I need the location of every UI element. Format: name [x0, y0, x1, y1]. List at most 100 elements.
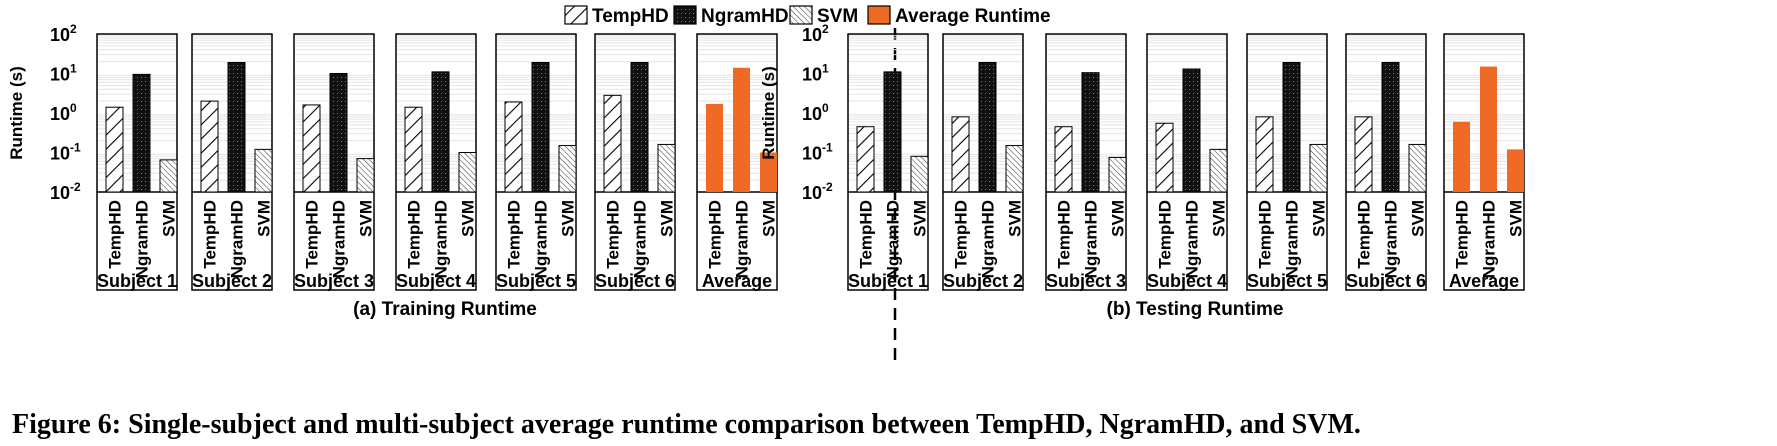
bar-temphd-average [1453, 121, 1470, 192]
bar-svm-subject-1 [159, 159, 178, 193]
legend-swatch-temphd [564, 5, 588, 25]
bar-label-svm: SVM [1310, 200, 1329, 237]
bar-label-temphd: TempHD [706, 200, 725, 269]
bar-svm-subject-4 [458, 152, 477, 193]
bar-temphd-subject-3 [1054, 126, 1073, 193]
legend-label-ngramhd: NgramHD [701, 6, 789, 27]
bar-ngramhd-subject-6 [630, 61, 649, 193]
legend-label-svm: SVM [817, 6, 858, 27]
bar-temphd-subject-4 [404, 106, 423, 193]
subplot-subject-3: TempHD NgramHD SVM Subject 3 [293, 33, 376, 291]
bar-svm-subject-6 [657, 143, 676, 193]
subplot-average: TempHD NgramHD SVM Average [1443, 33, 1526, 291]
bar-label-temphd: TempHD [857, 200, 876, 269]
bar-temphd-subject-2 [200, 100, 219, 193]
category-label: Subject 6 [595, 271, 675, 291]
bar-label-temphd: TempHD [405, 200, 424, 269]
bar-svm-subject-2 [254, 148, 273, 193]
bar-label-temphd: TempHD [106, 200, 125, 269]
bar-temphd-subject-4 [1155, 122, 1174, 193]
subplot-subject-4: TempHD NgramHD SVM Subject 4 [1146, 33, 1229, 291]
bar-ngramhd-subject-2 [227, 61, 246, 193]
category-label: Subject 5 [1247, 271, 1327, 291]
panel-subtitle: (b) Testing Runtime [1107, 299, 1284, 320]
bar-label-ngramhd: NgramHD [1382, 200, 1401, 278]
y-tick-label: 102 [802, 22, 829, 45]
category-label: Subject 3 [1046, 271, 1126, 291]
bar-svm-subject-2 [1005, 145, 1024, 193]
bar-label-ngramhd: NgramHD [133, 200, 152, 278]
y-tick-label: 10-2 [802, 180, 833, 203]
bar-ngramhd-subject-1 [132, 73, 151, 193]
bar-ngramhd-subject-2 [978, 61, 997, 193]
subplot-subject-2: TempHD NgramHD SVM Subject 2 [191, 33, 274, 291]
bar-svm-average [760, 152, 777, 192]
bar-ngramhd-subject-4 [431, 71, 450, 193]
bar-label-svm: SVM [255, 200, 274, 237]
category-label: Average [702, 271, 772, 291]
bar-svm-subject-6 [1408, 143, 1427, 193]
bar-label-temphd: TempHD [1156, 200, 1175, 269]
bar-label-svm: SVM [658, 200, 677, 237]
panel-testing: Runtime (s) 10-2 10-1 100 101 102 TempHD NgramH… [759, 22, 1526, 320]
bar-label-ngramhd: NgramHD [1283, 200, 1302, 278]
subplot-subject-1: TempHD NgramHD SVM Subject 1 [96, 33, 179, 291]
bar-label-ngramhd: NgramHD [631, 200, 650, 278]
legend: TempHD NgramHD SVM Average Runtime [564, 5, 1051, 27]
bar-label-ngramhd: NgramHD [1480, 200, 1499, 278]
bar-temphd-subject-1 [856, 126, 875, 193]
bar-ngramhd-average [1480, 66, 1497, 192]
bar-label-ngramhd: NgramHD [979, 200, 998, 278]
bar-label-svm: SVM [459, 200, 478, 237]
bar-label-temphd: TempHD [505, 200, 524, 269]
category-label: Subject 6 [1346, 271, 1426, 291]
bar-label-svm: SVM [1210, 200, 1229, 237]
bar-label-svm: SVM [160, 200, 179, 237]
category-label: Subject 2 [192, 271, 272, 291]
y-tick-label: 100 [50, 101, 77, 124]
bar-label-svm: SVM [1006, 200, 1025, 237]
bar-svm-subject-5 [558, 145, 577, 193]
bar-temphd-subject-1 [105, 106, 124, 193]
bar-ngramhd-subject-6 [1381, 61, 1400, 193]
bar-label-svm: SVM [1409, 200, 1428, 237]
category-label: Average [1449, 271, 1519, 291]
bar-label-svm: SVM [911, 200, 930, 237]
subplot-subject-1: TempHD NgramHD SVM Subject 1 [847, 33, 930, 291]
bar-label-ngramhd: NgramHD [884, 200, 903, 278]
bar-temphd-subject-5 [504, 101, 523, 193]
category-label: Subject 1 [848, 271, 928, 291]
bar-label-svm: SVM [357, 200, 376, 237]
y-tick-label: 101 [50, 62, 77, 85]
subplot-subject-6: TempHD NgramHD SVM Subject 6 [1345, 33, 1428, 291]
y-tick-label: 102 [50, 22, 77, 45]
bar-label-temphd: TempHD [604, 200, 623, 269]
bar-temphd-average [706, 103, 723, 192]
bar-ngramhd-subject-3 [329, 73, 348, 193]
bar-label-ngramhd: NgramHD [432, 200, 451, 278]
legend-item-temphd: TempHD [564, 5, 669, 27]
bar-label-svm: SVM [1507, 200, 1526, 237]
bar-svm-subject-3 [356, 158, 375, 193]
bar-label-svm: SVM [1109, 200, 1128, 237]
subplot-subject-3: TempHD NgramHD SVM Subject 3 [1045, 33, 1128, 291]
panel-subtitle: (a) Training Runtime [353, 299, 537, 320]
bar-label-temphd: TempHD [1256, 200, 1275, 269]
legend-item-average-runtime: Average Runtime [867, 5, 1051, 27]
y-axis-label: Runtime (s) [759, 66, 778, 160]
bar-temphd-subject-5 [1255, 116, 1274, 193]
y-tick-label: 100 [802, 101, 829, 124]
legend-swatch-average [867, 5, 891, 25]
bar-ngramhd-subject-5 [531, 61, 550, 193]
bar-label-temphd: TempHD [1055, 200, 1074, 269]
y-tick-label: 101 [802, 62, 829, 85]
subplot-subject-2: TempHD NgramHD SVM Subject 2 [942, 33, 1025, 291]
legend-swatch-svm [789, 5, 813, 25]
subplot-subject-6: TempHD NgramHD SVM Subject 6 [594, 33, 677, 291]
bar-label-ngramhd: NgramHD [1082, 200, 1101, 278]
subplot-subject-5: TempHD NgramHD SVM Subject 5 [1246, 33, 1329, 291]
y-tick-label: 10-1 [802, 141, 833, 164]
bar-label-temphd: TempHD [201, 200, 220, 269]
bar-label-svm: SVM [760, 200, 779, 237]
category-label: Subject 2 [943, 271, 1023, 291]
